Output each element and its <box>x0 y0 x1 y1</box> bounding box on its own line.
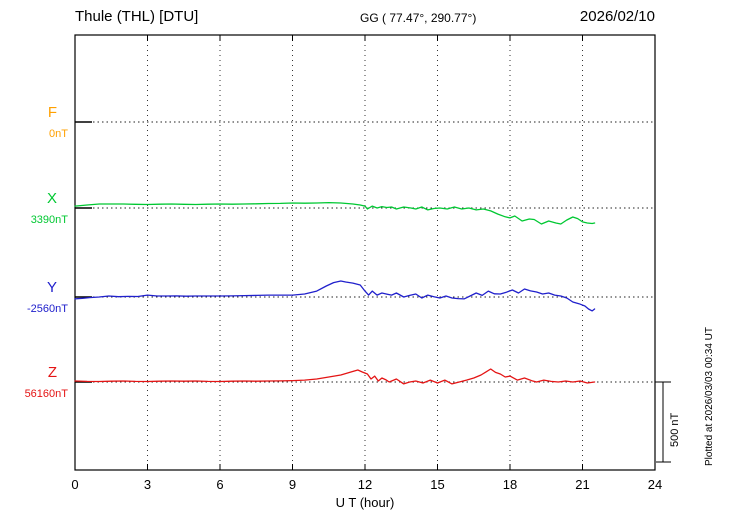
trace-X <box>74 201 596 225</box>
trace-Y <box>74 280 596 312</box>
x-tick-label-24: 24 <box>648 477 662 492</box>
geo-coordinates: GG ( 77.47°, 290.77°) <box>360 11 477 25</box>
x-tick-label-15: 15 <box>430 477 444 492</box>
component-letter-F: F <box>48 104 57 121</box>
x-tick-label-21: 21 <box>575 477 589 492</box>
x-tick-label-6: 6 <box>216 477 223 492</box>
component-letter-X: X <box>47 190 57 207</box>
plot-frame <box>74 34 656 471</box>
trace-Z <box>74 368 596 385</box>
x-axis-label: U T (hour) <box>335 495 395 510</box>
station-title: Thule (THL) [DTU] <box>75 8 199 25</box>
scale-bar-label: 500 nT <box>669 412 681 447</box>
component-baseline-value-F: 0nT <box>49 128 68 140</box>
plotted-at-note: Plotted at 2026/03/03 00:34 UT <box>704 327 715 466</box>
x-tick-label-18: 18 <box>503 477 517 492</box>
component-letter-Z: Z <box>48 364 57 381</box>
component-baseline-value-Y: -2560nT <box>27 303 68 315</box>
component-baseline-value-Z: 56160nT <box>25 388 69 400</box>
x-tick-label-9: 9 <box>289 477 296 492</box>
component-baseline-value-X: 3390nT <box>31 214 69 226</box>
plot-date: 2026/02/10 <box>579 8 655 25</box>
x-tick-label-3: 3 <box>144 477 151 492</box>
component-letter-Y: Y <box>47 279 57 296</box>
x-tick-label-12: 12 <box>358 477 372 492</box>
x-tick-label-0: 0 <box>71 477 78 492</box>
